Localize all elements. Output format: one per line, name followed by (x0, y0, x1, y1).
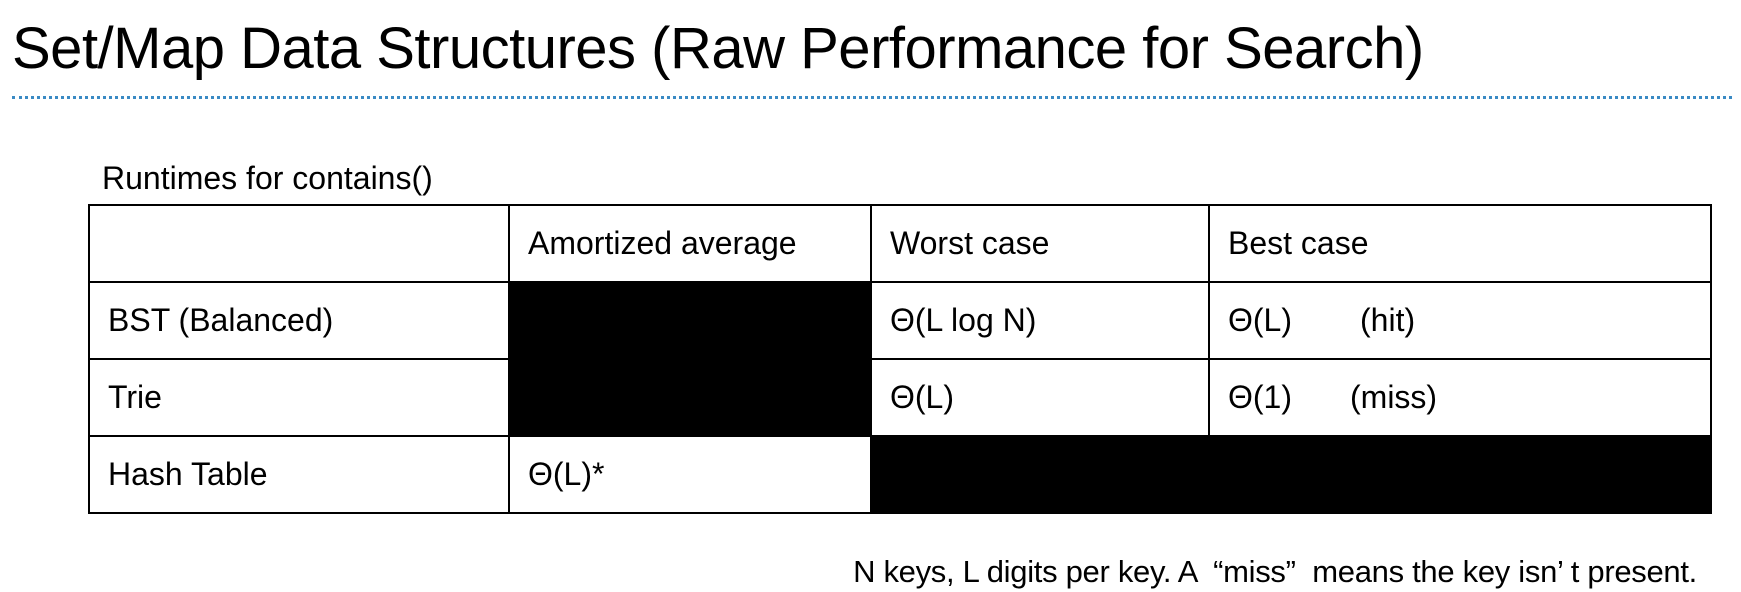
cell-amortized-average: Θ(L)* (508, 435, 872, 514)
title-divider (12, 96, 1732, 99)
cell-best-case: Θ(L) (hit) (1208, 281, 1712, 360)
row-label-bst: BST (Balanced) (88, 281, 510, 360)
header-cell-best-case: Best case (1208, 204, 1712, 283)
runtime-table: Amortized average Worst case Best case B… (88, 204, 1712, 514)
redacted-cell (870, 435, 1712, 514)
cell-best-case: Θ(1) (miss) (1208, 358, 1712, 437)
table-row: Trie Θ(L) Θ(1) (miss) (88, 358, 1712, 437)
cell-worst-case: Θ(L) (870, 358, 1210, 437)
footnote: N keys, L digits per key. A “miss” means… (853, 554, 1697, 589)
best-case-value: Θ(1) (1228, 379, 1292, 415)
row-label-trie: Trie (88, 358, 510, 437)
best-case-note: (miss) (1350, 379, 1438, 415)
cell-worst-case: Θ(L log N) (870, 281, 1210, 360)
best-case-note: (hit) (1360, 302, 1416, 338)
table-header-row: Amortized average Worst case Best case (88, 204, 1712, 283)
header-cell-worst-case: Worst case (870, 204, 1210, 283)
slide-title: Set/Map Data Structures (Raw Performance… (12, 16, 1424, 81)
table-row: Hash Table Θ(L)* (88, 435, 1712, 514)
best-case-value: Θ(L) (1228, 302, 1292, 338)
header-cell-amortized-average: Amortized average (508, 204, 872, 283)
table-row: BST (Balanced) Θ(L log N) Θ(L) (hit) (88, 281, 1712, 437)
row-label-hash-table: Hash Table (88, 435, 510, 514)
header-cell-empty (88, 204, 510, 283)
redacted-cell (508, 281, 872, 437)
table-caption: Runtimes for contains() (102, 160, 433, 196)
